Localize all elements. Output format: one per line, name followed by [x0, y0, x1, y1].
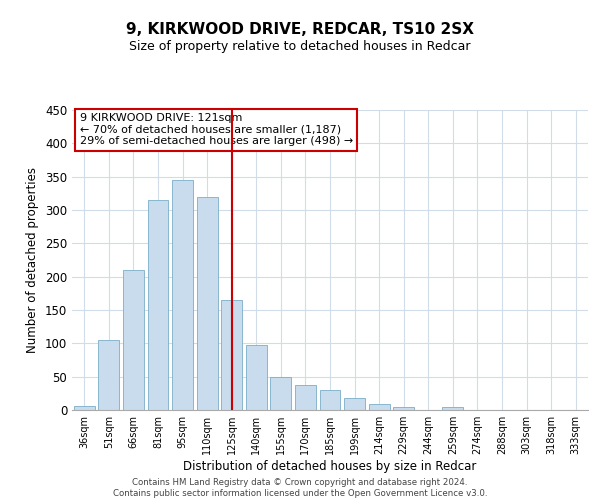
Bar	[74, 406, 95, 410]
Bar	[123, 270, 144, 410]
Bar	[197, 196, 218, 410]
Bar	[221, 300, 242, 410]
Bar	[295, 386, 316, 410]
Bar	[271, 376, 292, 410]
Bar	[320, 390, 340, 410]
Text: 9 KIRKWOOD DRIVE: 121sqm
← 70% of detached houses are smaller (1,187)
29% of sem: 9 KIRKWOOD DRIVE: 121sqm ← 70% of detach…	[80, 113, 353, 146]
X-axis label: Distribution of detached houses by size in Redcar: Distribution of detached houses by size …	[184, 460, 476, 473]
Bar	[246, 346, 267, 410]
Bar	[393, 406, 414, 410]
Y-axis label: Number of detached properties: Number of detached properties	[26, 167, 40, 353]
Bar	[368, 404, 389, 410]
Text: 9, KIRKWOOD DRIVE, REDCAR, TS10 2SX: 9, KIRKWOOD DRIVE, REDCAR, TS10 2SX	[126, 22, 474, 38]
Bar	[344, 398, 365, 410]
Text: Size of property relative to detached houses in Redcar: Size of property relative to detached ho…	[129, 40, 471, 53]
Bar	[98, 340, 119, 410]
Bar	[442, 408, 463, 410]
Text: Contains HM Land Registry data © Crown copyright and database right 2024.
Contai: Contains HM Land Registry data © Crown c…	[113, 478, 487, 498]
Bar	[148, 200, 169, 410]
Bar	[172, 180, 193, 410]
